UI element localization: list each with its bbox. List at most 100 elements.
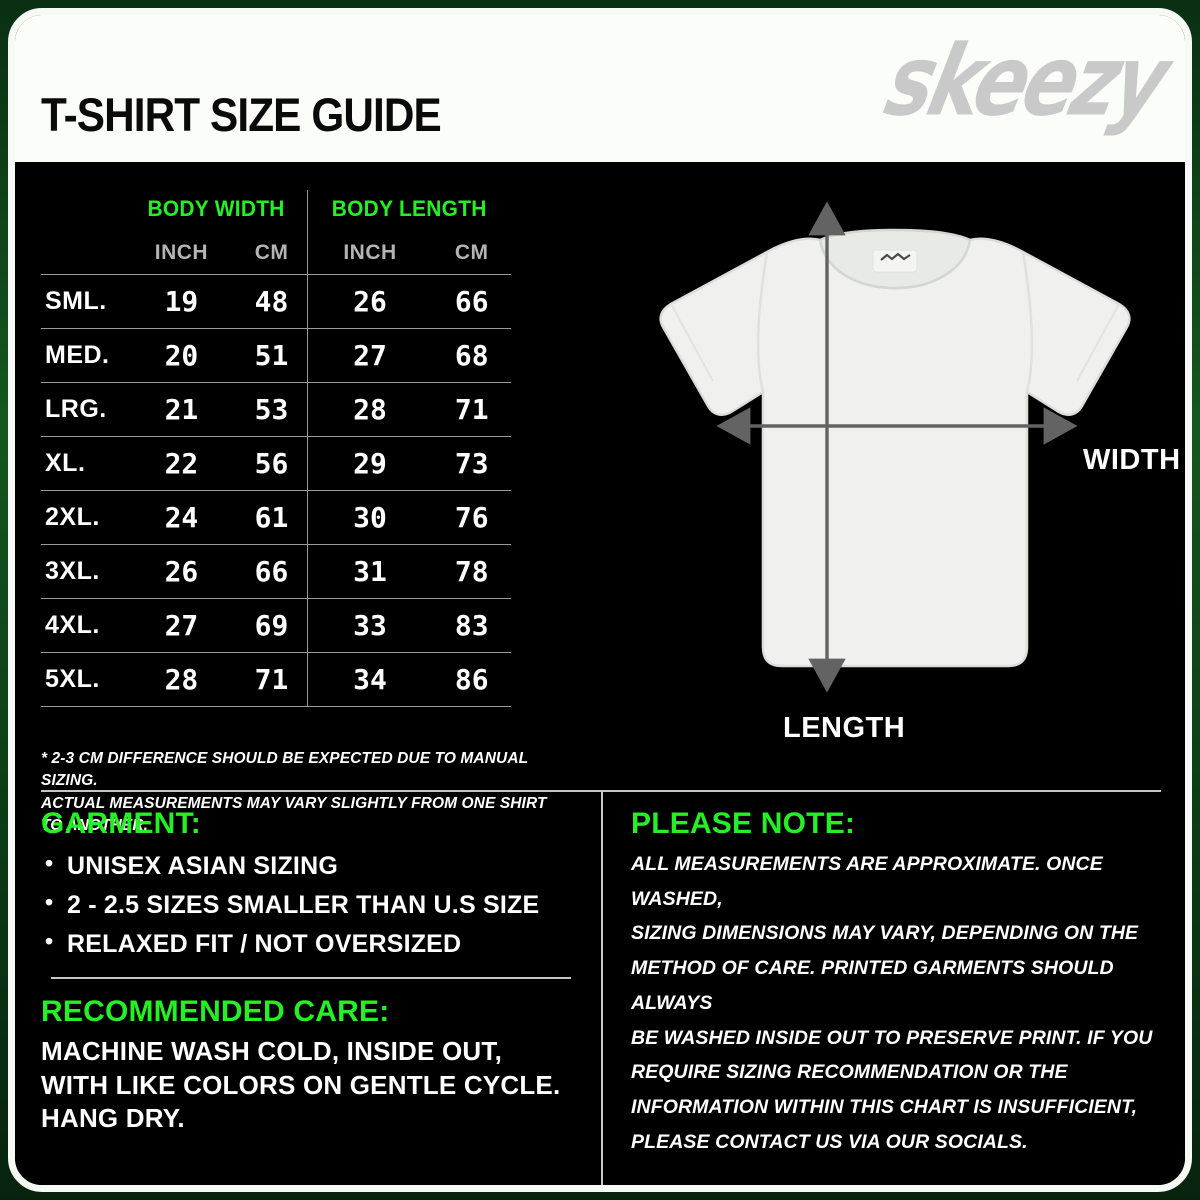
footnote-line-1: * 2-3 CM DIFFERENCE SHOULD BE EXPECTED D… (41, 750, 528, 790)
page-title: T-SHIRT SIZE GUIDE (41, 88, 442, 141)
table-unit-header-row: INCH CM INCH CM (41, 232, 511, 275)
right-cuff-hem (1076, 303, 1120, 382)
garment-list: UNISEX ASIAN SIZING 2 - 2.5 SIZES SMALLE… (41, 846, 581, 964)
cell-length-cm: 86 (432, 652, 511, 707)
table-row: 3XL. 26 66 31 78 (41, 544, 511, 599)
cell-length-cm: 71 (432, 382, 511, 437)
note-text: ALL MEASUREMENTS ARE APPROXIMATE. ONCE W… (631, 847, 1171, 1159)
cell-width-inch: 28 (126, 652, 237, 707)
cell-length-inch: 33 (306, 598, 433, 653)
cell-width-inch: 27 (126, 598, 237, 653)
please-note-column: PLEASE NOTE: ALL MEASUREMENTS ARE APPROX… (631, 807, 1171, 1159)
footnote-line-2: ACTUAL MEASUREMENTS MAY VARY SLIGHTLY FR… (41, 794, 547, 835)
table-row: 2XL. 24 61 30 76 (41, 490, 511, 545)
width-label: WIDTH (1083, 444, 1181, 476)
cell-width-cm: 51 (236, 328, 308, 383)
row-size-label: 2XL. (41, 490, 127, 545)
list-item: RELAXED FIT / NOT OVERSIZED (45, 924, 581, 964)
card-header: T-SHIRT SIZE GUIDE skeezy (15, 15, 1185, 162)
table-row: MED. 20 51 27 68 (41, 328, 511, 383)
care-heading: RECOMMENDED CARE: (41, 995, 390, 1029)
cell-length-cm: 76 (432, 490, 511, 545)
cell-length-cm: 66 (432, 274, 511, 329)
cell-length-inch: 26 (306, 274, 433, 329)
sizing-footnote: * 2-3 CM DIFFERENCE SHOULD BE EXPECTED D… (41, 748, 561, 838)
length-label: LENGTH (783, 712, 906, 744)
row-size-label: 5XL. (41, 652, 127, 707)
cell-width-inch: 21 (126, 382, 237, 437)
cell-width-inch: 26 (126, 544, 237, 599)
left-cuff-hem (670, 303, 714, 382)
shirt-body-shape (659, 237, 1131, 668)
right-sleeve-seam (1021, 251, 1034, 393)
cell-length-inch: 28 (306, 382, 433, 437)
care-line-3: HANG DRY. (41, 1102, 185, 1133)
tshirt-illustration (659, 201, 1131, 693)
garment-care-divider (51, 977, 571, 980)
cell-width-cm: 71 (236, 652, 308, 707)
table-row: SML. 19 48 26 66 (41, 274, 511, 329)
row-size-label: LRG. (41, 382, 127, 437)
cell-width-inch: 24 (126, 490, 237, 545)
note-line-4: BE WASHED INSIDE OUT TO PRESERVE PRINT. … (631, 1026, 1153, 1049)
row-size-label: 4XL. (41, 598, 127, 653)
cell-width-inch: 22 (126, 436, 237, 491)
group-header-body-length: BODY LENGTH (311, 190, 506, 232)
section-divider-horizontal (41, 790, 1161, 792)
note-line-1: ALL MEASUREMENTS ARE APPROXIMATE. ONCE W… (631, 853, 1103, 910)
table-bottom-rule (41, 706, 511, 707)
cell-length-inch: 34 (306, 652, 433, 707)
garment-heading: GARMENT: (41, 807, 201, 840)
size-guide-card: T-SHIRT SIZE GUIDE skeezy BODY WIDTH BOD… (8, 8, 1192, 1192)
neck-tag-icon (872, 249, 918, 273)
care-line-2: WITH LIKE COLORS ON GENTLE CYCLE. (41, 1069, 561, 1100)
size-table-container: BODY WIDTH BODY LENGTH INCH CM INCH CM S… (41, 190, 511, 707)
cell-width-cm: 53 (236, 382, 308, 437)
row-size-label: 3XL. (41, 544, 127, 599)
care-line-1: MACHINE WASH COLD, INSIDE OUT, (41, 1036, 503, 1067)
cell-width-cm: 69 (236, 598, 308, 653)
row-size-label: SML. (41, 274, 127, 329)
note-heading: PLEASE NOTE: (631, 807, 856, 840)
brand-logo: skeezy (876, 25, 1176, 139)
garment-and-care-column: GARMENT: UNISEX ASIAN SIZING 2 - 2.5 SIZ… (41, 807, 581, 1135)
size-col-header (41, 190, 126, 232)
size-col-unit-blank (41, 232, 126, 275)
table-row: 4XL. 27 69 33 83 (41, 598, 511, 653)
cell-length-inch: 30 (306, 490, 433, 545)
card-body: BODY WIDTH BODY LENGTH INCH CM INCH CM S… (15, 162, 1185, 1185)
table-group-header-row: BODY WIDTH BODY LENGTH (41, 190, 511, 232)
cell-width-cm: 61 (236, 490, 308, 545)
unit-header-width-inch: INCH (154, 241, 209, 264)
cell-length-cm: 78 (432, 544, 511, 599)
cell-width-cm: 66 (236, 544, 308, 599)
cell-length-cm: 73 (432, 436, 511, 491)
tshirt-diagram: WIDTH LENGTH (615, 172, 1185, 772)
note-line-6: INFORMATION WITHIN THIS CHART IS INSUFFI… (631, 1095, 1138, 1118)
cell-length-inch: 27 (306, 328, 433, 383)
group-header-body-width: BODY WIDTH (147, 196, 286, 221)
cell-width-inch: 19 (126, 274, 237, 329)
cell-width-cm: 48 (236, 274, 308, 329)
cell-width-inch: 20 (126, 328, 237, 383)
care-text: MACHINE WASH COLD, INSIDE OUT, WITH LIKE… (41, 1035, 581, 1135)
row-size-label: XL. (41, 436, 127, 491)
unit-header-length-inch: INCH (306, 232, 433, 275)
table-row: 5XL. 28 71 34 86 (41, 652, 511, 707)
list-item: 2 - 2.5 SIZES SMALLER THAN U.S SIZE (45, 885, 581, 925)
cell-length-inch: 29 (306, 436, 433, 491)
note-line-7: PLEASE CONTACT US VIA OUR SOCIALS. (631, 1130, 1028, 1153)
left-sleeve-seam (756, 251, 769, 393)
table-row: XL. 22 56 29 73 (41, 436, 511, 491)
cell-length-cm: 68 (432, 328, 511, 383)
row-size-label: MED. (41, 328, 127, 383)
unit-header-length-cm: CM (454, 241, 489, 264)
unit-header-width-cm: CM (254, 241, 289, 264)
cell-width-cm: 56 (236, 436, 308, 491)
note-line-5: REQUIRE SIZING RECOMMENDATION OR THE (631, 1061, 1068, 1084)
note-line-2: SIZING DIMENSIONS MAY VARY, DEPENDING ON… (631, 922, 1139, 945)
size-table: BODY WIDTH BODY LENGTH INCH CM INCH CM S… (41, 190, 511, 707)
table-row: LRG. 21 53 28 71 (41, 382, 511, 437)
note-line-3: METHOD OF CARE. PRINTED GARMENTS SHOULD … (631, 957, 1114, 1014)
list-item: UNISEX ASIAN SIZING (45, 846, 581, 886)
